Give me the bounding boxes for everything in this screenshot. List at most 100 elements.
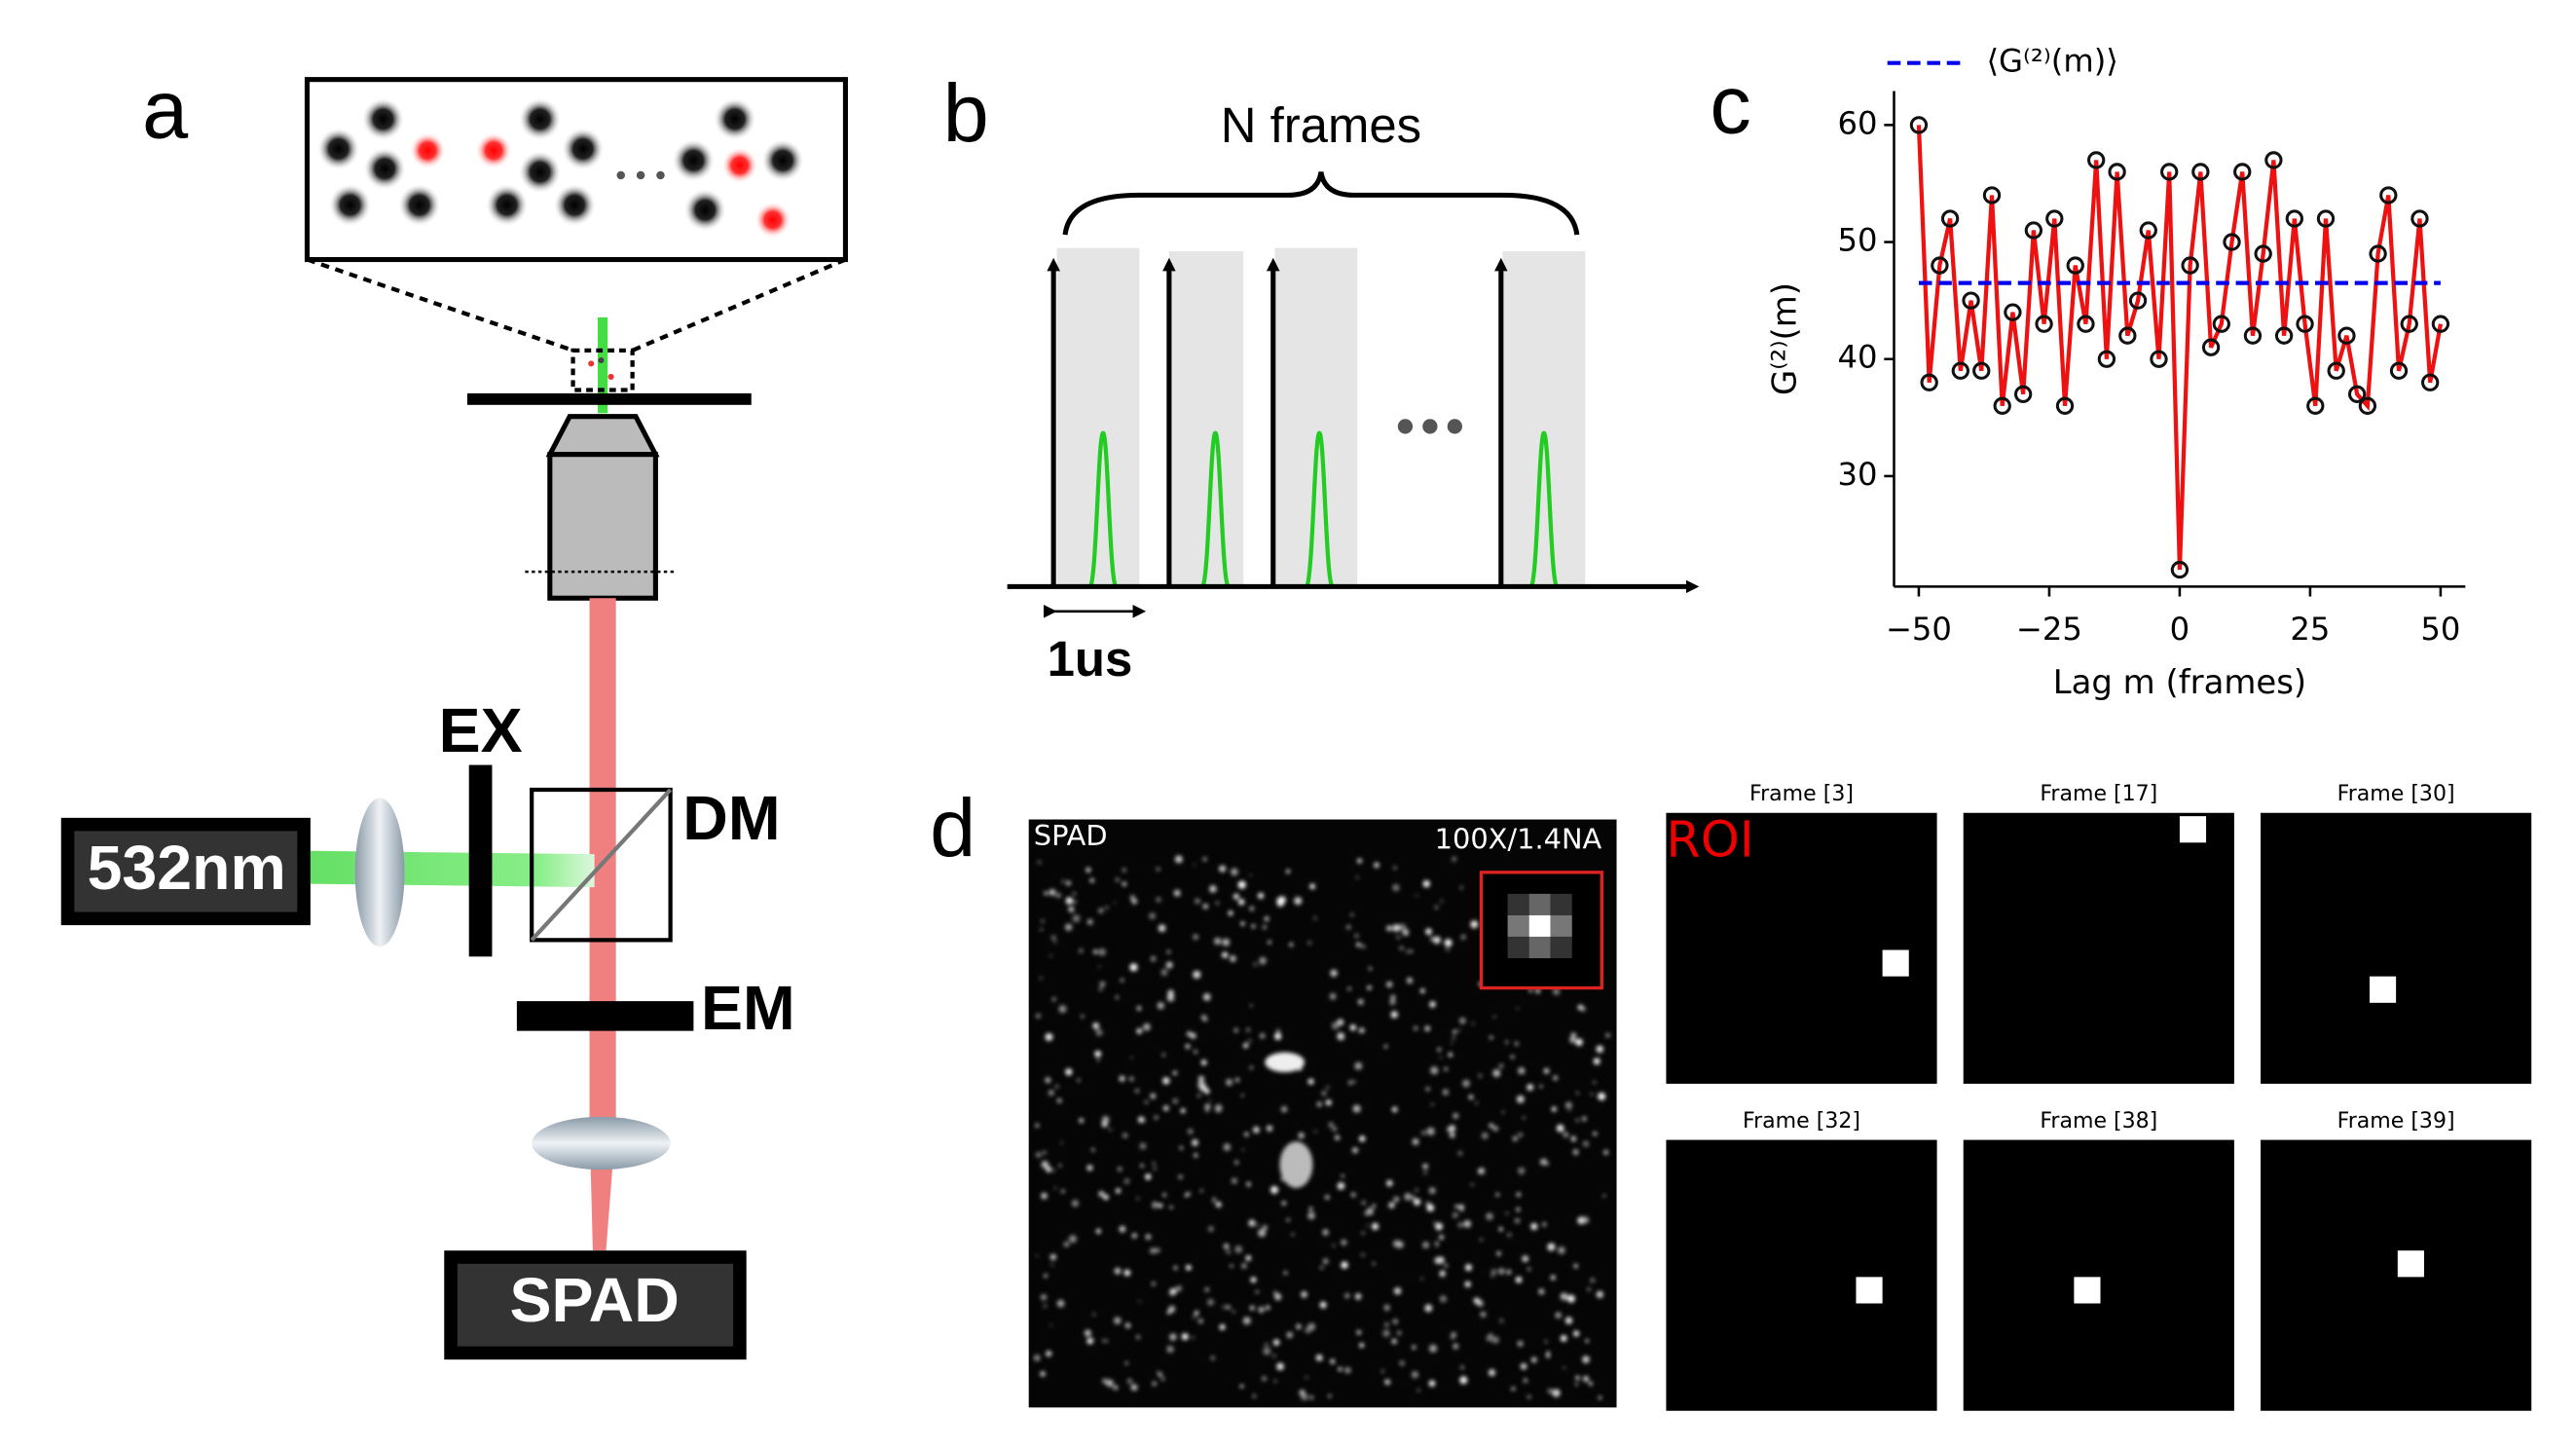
speckle	[1046, 1166, 1052, 1172]
speckle	[1560, 1292, 1568, 1301]
speckle	[1433, 1221, 1436, 1225]
speckle	[1145, 1173, 1152, 1180]
speckle	[1349, 1024, 1356, 1031]
speckle	[1266, 1125, 1273, 1132]
speckle	[1480, 1311, 1487, 1318]
data-point	[2035, 315, 2053, 333]
speckle	[1115, 877, 1120, 882]
speckle	[1516, 1007, 1519, 1010]
speckle	[1237, 899, 1245, 906]
speckle	[1152, 1201, 1159, 1208]
speckle	[1243, 1043, 1249, 1049]
speckle	[1250, 1277, 1257, 1283]
frame-title: Frame [17]	[2040, 782, 2157, 806]
speckle	[1192, 1138, 1198, 1146]
speckle	[1444, 939, 1453, 947]
speckle	[1124, 1322, 1131, 1328]
speckle	[1105, 906, 1109, 910]
speckle	[1079, 1118, 1084, 1124]
cluster	[1265, 1052, 1305, 1073]
data-point	[1920, 373, 1938, 391]
speckle	[1138, 1300, 1141, 1303]
speckle	[1516, 1192, 1522, 1198]
speckle	[1367, 985, 1372, 990]
speckle	[1572, 1149, 1579, 1155]
speckle	[1476, 1300, 1484, 1307]
speckle	[1358, 1027, 1365, 1034]
speckle	[1478, 1074, 1482, 1078]
speckle	[1566, 1294, 1575, 1303]
speckle	[1389, 998, 1396, 1006]
speckle	[1309, 883, 1315, 890]
speckle	[1457, 1151, 1462, 1156]
speckle	[1139, 1142, 1147, 1150]
speckle	[1357, 998, 1364, 1005]
data-point	[2024, 221, 2043, 240]
speckle	[1046, 1350, 1052, 1357]
speckle	[1167, 989, 1174, 996]
speckle	[1122, 881, 1127, 887]
speckle	[1166, 949, 1171, 954]
speckle	[1066, 880, 1071, 886]
spad-label: SPAD	[509, 1265, 679, 1335]
speckle	[1294, 897, 1303, 906]
speckle	[1233, 893, 1239, 900]
speckle	[1230, 1264, 1233, 1268]
speckle	[1063, 1242, 1070, 1247]
speckle	[1145, 1234, 1152, 1241]
frame-title: Frame [3]	[1749, 782, 1854, 806]
speckle	[1424, 1304, 1433, 1313]
speckle	[1228, 910, 1233, 916]
speckle	[1404, 1193, 1412, 1201]
panel-label: d	[930, 781, 975, 873]
roi-frames	[1666, 812, 2532, 1411]
speckle	[1253, 962, 1257, 966]
dichroic-cube	[530, 787, 673, 943]
speckle	[1135, 1334, 1141, 1340]
speckle	[1605, 1032, 1610, 1038]
speckle	[1335, 1134, 1341, 1140]
speckle	[1452, 856, 1457, 862]
speckle	[1338, 1366, 1343, 1372]
speckle	[1193, 934, 1198, 940]
speckle	[1162, 1077, 1170, 1085]
speckle	[1037, 860, 1042, 865]
speckle	[1092, 1022, 1099, 1029]
speckle	[1539, 1159, 1547, 1166]
speckle	[1319, 1301, 1327, 1309]
frame-title: Frame [30]	[2337, 782, 2455, 806]
speckle	[1459, 1376, 1468, 1385]
speckle	[1471, 1022, 1475, 1025]
speckle	[1255, 1290, 1259, 1294]
speckle	[1498, 1063, 1504, 1068]
speckle	[1392, 883, 1400, 892]
speckle	[1551, 1106, 1557, 1112]
speckle	[1253, 1126, 1260, 1133]
speckle	[1102, 1378, 1108, 1385]
speckle	[1044, 891, 1049, 896]
data-point	[2410, 209, 2429, 228]
speckle	[1068, 1235, 1077, 1244]
speckle	[1291, 1233, 1295, 1236]
speckle	[1444, 1264, 1448, 1268]
speckle	[1550, 1275, 1556, 1281]
objective-label: 100X/1.4NA	[1435, 823, 1602, 856]
green-beam	[310, 850, 595, 888]
speckle	[1055, 1085, 1059, 1089]
speckle	[1108, 1128, 1112, 1132]
speckle	[1197, 1081, 1205, 1089]
speckle	[1256, 1223, 1259, 1227]
speckle	[1301, 1393, 1308, 1400]
speckle	[1382, 1329, 1390, 1337]
speckle	[1259, 956, 1267, 965]
image-label: SPAD	[1034, 819, 1108, 852]
speckle	[1538, 1288, 1545, 1295]
speckle	[1251, 924, 1256, 929]
speckle	[1323, 1258, 1329, 1264]
speckle	[1602, 1194, 1606, 1198]
speckle	[1492, 1126, 1498, 1132]
speckle	[1035, 1013, 1041, 1019]
speckle	[1223, 1143, 1232, 1151]
speckle	[1430, 937, 1434, 942]
speckle	[1399, 1360, 1405, 1366]
